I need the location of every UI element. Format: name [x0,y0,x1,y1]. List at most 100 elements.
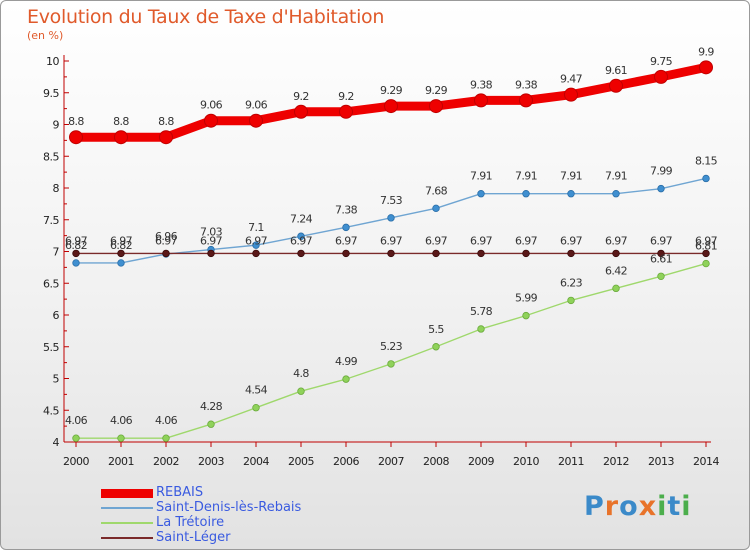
data-label: 7.91 [560,170,582,183]
data-label: 4.06 [155,414,178,427]
data-label: 8.8 [113,115,129,128]
data-label: 6.97 [380,234,403,247]
data-label: 6.97 [425,234,448,247]
data-label: 6.97 [560,234,583,247]
data-label: 8.8 [68,115,84,128]
data-label: 9.06 [200,99,223,112]
x-tick-label: 2006 [333,455,359,468]
legend-label: REBAIS [156,485,204,500]
data-point [522,249,530,258]
data-point [432,249,440,258]
data-label: 9.38 [470,78,493,91]
data-label: 6.97 [110,234,133,247]
data-label: 6.96 [155,230,178,243]
y-tick-label: 7 [53,246,60,259]
data-point [384,99,398,114]
proxiti-logo: Proxiti [584,491,692,522]
data-label: 4.06 [65,414,88,427]
data-point [252,241,260,249]
data-point [69,130,83,145]
data-label: 6.97 [695,234,718,247]
legend-label: Saint-Denis-lès-Rebais [156,500,302,515]
data-label: 5.23 [380,340,403,353]
data-label: 4.06 [110,414,133,427]
data-point [519,93,533,108]
data-label: 7.91 [470,170,492,183]
data-label: 7.24 [290,212,313,225]
x-tick-label: 2014 [693,455,719,468]
y-tick-label: 9 [53,119,60,132]
data-point [702,249,710,258]
logo-letter: t [667,491,682,522]
data-point [477,249,485,258]
y-tick-label: 8 [53,182,60,195]
data-point [702,174,710,183]
data-point [252,404,260,412]
legend-swatch [101,507,153,509]
data-point [432,343,440,351]
x-tick-label: 2000 [63,455,89,468]
data-point [114,130,128,145]
data-label: 5.99 [515,292,538,305]
data-point [657,272,665,280]
legend-swatch [101,488,153,498]
legend-swatch [101,537,153,539]
data-label: 6.42 [605,264,627,277]
y-tick-label: 8.5 [43,150,59,163]
data-label: 6.82 [110,239,132,252]
data-label: 6.97 [470,234,493,247]
data-label: 6.82 [65,239,87,252]
x-tick-label: 2007 [378,455,404,468]
data-label: 6.23 [560,276,583,289]
y-tick-label: 7.5 [43,214,59,227]
data-label: 6.97 [290,234,313,247]
data-point [477,325,485,333]
data-label: 4.99 [335,355,358,368]
data-point [699,60,713,75]
data-point [297,249,305,258]
data-label: 5.78 [470,305,493,318]
data-point [387,360,395,368]
data-label: 9.75 [650,55,673,68]
logo-letter: r [604,491,620,522]
data-label: 9.9 [698,45,714,58]
x-tick-label: 2010 [513,455,539,468]
data-label: 6.81 [695,240,717,253]
data-point [297,232,305,240]
data-label: 6.97 [515,234,538,247]
data-label: 6.97 [605,234,628,247]
data-label: 6.61 [650,252,672,265]
data-point [249,113,263,128]
data-point [609,78,623,93]
data-point [567,296,575,305]
legend-label: Saint-Léger [156,530,231,545]
data-label: 4.28 [200,400,223,413]
data-point [162,434,170,442]
y-tick-label: 10 [46,55,59,68]
data-point [117,434,125,442]
data-point [654,69,668,84]
data-point [702,259,710,268]
data-label: 8.15 [695,154,718,167]
data-point [612,249,620,258]
data-point [339,104,353,119]
y-tick-label: 9.5 [43,87,59,100]
data-label: 9.61 [605,64,627,77]
data-point [117,249,125,258]
data-label: 7.91 [515,170,537,183]
data-point [72,434,80,442]
data-point [297,387,305,395]
data-point [72,249,80,258]
data-label: 7.38 [335,203,358,216]
data-label: 9.29 [380,84,403,97]
data-label: 6.97 [335,234,358,247]
x-tick-label: 2002 [153,455,179,468]
data-point [612,284,620,293]
x-tick-label: 2008 [423,455,449,468]
y-tick-label: 5 [53,373,60,386]
logo-letter: i [681,491,692,522]
data-label: 6.97 [65,234,88,247]
data-label: 9.2 [293,90,309,103]
